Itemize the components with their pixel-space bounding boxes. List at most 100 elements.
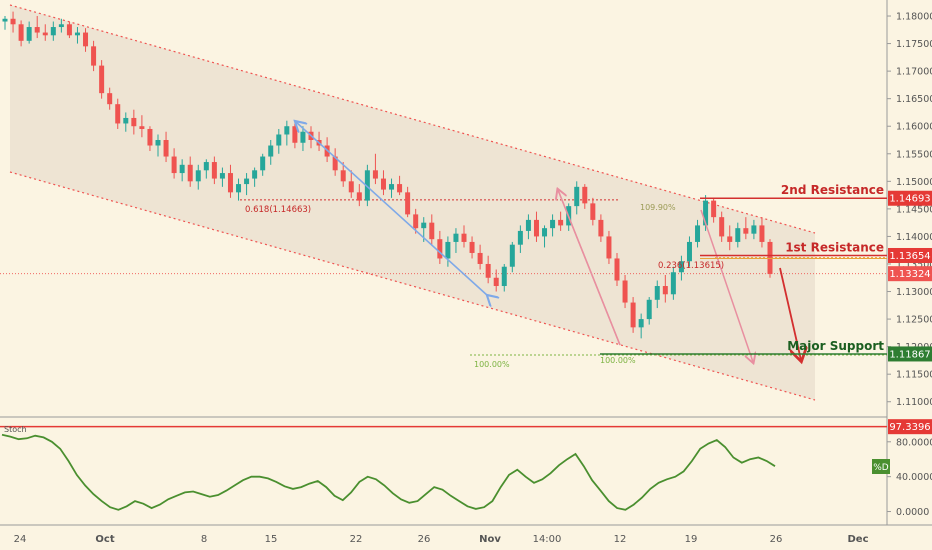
candle-body (533, 219, 539, 237)
price-tick-label: 1.13500 (896, 259, 932, 270)
svg-text:1.13324: 1.13324 (889, 269, 930, 280)
candle-body (300, 131, 306, 143)
candle-body (759, 225, 765, 242)
candle-body (582, 186, 588, 204)
price-tick-label: 1.17500 (896, 39, 932, 50)
candle-body (469, 241, 475, 253)
price-tick-label: 1.16000 (896, 122, 932, 133)
candle-body (751, 225, 757, 234)
candle-body (485, 263, 491, 278)
candle-body (389, 184, 395, 190)
major-support-label: Major Support (787, 339, 884, 353)
time-tick-label: 26 (770, 534, 783, 545)
candle-body (18, 24, 24, 41)
candle-body (429, 222, 435, 240)
candle-body (493, 277, 499, 287)
candle-body (147, 128, 153, 146)
candle-body (686, 241, 692, 262)
candle-body (695, 225, 701, 242)
pink-arrow-2 (700, 209, 753, 362)
candle-body (590, 203, 596, 220)
fib-100-label-left: 100.00% (474, 360, 510, 369)
stoch-d-line (1, 433, 776, 511)
candle-body (711, 200, 717, 218)
candle-body (163, 140, 169, 157)
candle-body (340, 170, 346, 182)
candle-body (413, 214, 419, 229)
price-tick-label: 1.12500 (896, 315, 932, 326)
candle-body (244, 178, 250, 185)
fib-100-label-right: 100.00% (600, 356, 636, 365)
candle-body (34, 27, 40, 33)
fib-618-label: 0.618(1.14663) (245, 205, 311, 215)
candle-body (348, 181, 354, 193)
candle-body (743, 228, 749, 234)
candle-body (203, 162, 209, 171)
candle-body (276, 134, 282, 146)
price-tick-label: 1.15500 (896, 149, 932, 160)
candle-body (445, 241, 451, 259)
svg-text:97.3396: 97.3396 (889, 422, 930, 433)
pink-arrow-1b (558, 190, 621, 346)
candle-body (99, 65, 105, 94)
candle-body (372, 170, 378, 179)
stoch-axis-ticks: 80.0000 40.0000 0.0000 (887, 437, 932, 518)
candle-body (268, 145, 274, 157)
red-forecast-arrow (779, 267, 801, 360)
candle-body (211, 162, 217, 179)
time-tick-label: 24 (14, 534, 27, 545)
candle-body (662, 286, 668, 295)
candle-body (678, 261, 684, 273)
candle-body (10, 18, 16, 25)
candle-body (622, 280, 628, 303)
price-tick-label: 1.11000 (896, 397, 932, 408)
candle-body (155, 140, 161, 146)
candle-body (66, 24, 72, 36)
candle-body (509, 244, 515, 267)
stoch-tick-label: 0.0000 (896, 507, 929, 518)
time-tick-label: 22 (350, 534, 363, 545)
candle-body (574, 186, 580, 207)
candle-body (630, 302, 636, 328)
svg-text:%D: %D (873, 463, 889, 473)
candle-body (719, 217, 725, 237)
candle-body (405, 192, 411, 215)
candle-body (727, 236, 733, 242)
candle-body (131, 117, 137, 127)
candle-body (236, 184, 242, 193)
candle-body (646, 299, 652, 320)
candle-body (83, 32, 89, 47)
candle-body (179, 164, 185, 174)
candle-body (542, 228, 548, 237)
price-tick-label: 1.18000 (896, 12, 932, 23)
candle-body (614, 258, 620, 281)
candle-body (42, 32, 48, 36)
candle-body (115, 104, 121, 124)
time-tick-label: 14:00 (533, 534, 562, 545)
candle-body (606, 236, 612, 259)
candle-body (767, 241, 773, 274)
time-axis-ticks: 24 Oct 8 15 22 26 Nov 14:00 12 19 26 Dec (14, 534, 869, 545)
candle-body (380, 178, 386, 190)
candle-body (517, 230, 523, 245)
first-resistance-label: 1st Resistance (785, 240, 884, 254)
candle-body (735, 228, 741, 242)
blue-projection-arrow (296, 122, 488, 296)
current-price-tag: 1.13324 (888, 266, 932, 282)
candle-body (654, 286, 660, 300)
candle-body (74, 32, 80, 36)
price-tick-label: 1.13000 (896, 287, 932, 298)
candle-body (26, 27, 32, 41)
candle-body (107, 93, 113, 105)
fib-236-label: 0.236(1.13615) (658, 261, 724, 271)
price-tick-label: 1.14000 (896, 232, 932, 243)
candle-body (397, 184, 403, 193)
first-resistance-price-tag: 1.13654 (888, 247, 932, 263)
candle-body (91, 46, 97, 66)
candle-body (437, 239, 443, 259)
candle-body (187, 164, 193, 182)
time-tick-label: 19 (685, 534, 698, 545)
candle-body (50, 27, 56, 36)
fib-1099-label: 109.90% (640, 203, 676, 212)
candle-body (558, 219, 564, 226)
